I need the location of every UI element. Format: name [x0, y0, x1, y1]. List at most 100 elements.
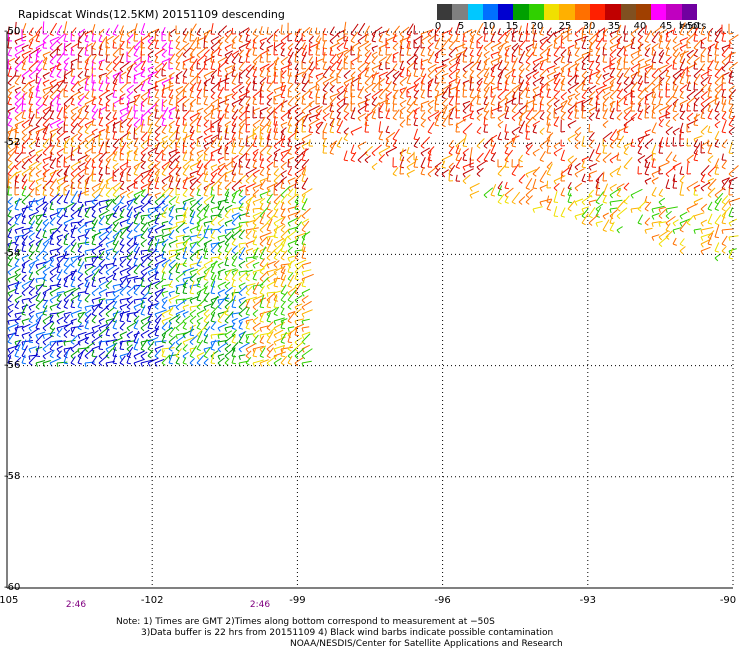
wind-barb-flag — [42, 82, 46, 87]
wind-barb — [49, 133, 53, 147]
wind-barb-flag — [707, 194, 712, 198]
wind-barb-flag — [511, 145, 517, 148]
wind-barb-flag — [595, 89, 599, 94]
wind-barb-flag — [14, 236, 17, 241]
wind-barb — [84, 75, 91, 84]
wind-barb — [329, 85, 335, 91]
wind-barb — [630, 27, 639, 35]
wind-barb — [126, 91, 134, 98]
wind-barb — [98, 159, 103, 168]
wind-barb-flag — [679, 144, 685, 147]
wind-barb — [315, 58, 324, 63]
wind-barb — [231, 98, 243, 105]
wind-barb-flag — [413, 75, 419, 78]
wind-barb — [280, 193, 288, 203]
wind-barb — [700, 96, 712, 105]
wind-barb — [196, 138, 199, 147]
wind-barb-flag — [84, 40, 89, 43]
wind-barb-flag — [357, 145, 361, 150]
wind-barb — [595, 47, 601, 56]
wind-barb-flag — [427, 61, 432, 64]
wind-barb — [224, 219, 233, 224]
wind-barb-flag — [630, 47, 636, 50]
wind-barb — [385, 131, 396, 140]
wind-barb-flag — [406, 82, 412, 85]
wind-barb — [455, 72, 458, 84]
wind-barb-flag — [490, 194, 496, 197]
wind-barb-flag — [574, 215, 578, 220]
wind-barb — [7, 204, 14, 210]
wind-barb-flag — [175, 145, 180, 148]
wind-barb — [420, 167, 425, 175]
wind-barb — [532, 166, 541, 175]
wind-barb-flag — [406, 152, 411, 155]
wind-barb — [56, 92, 61, 105]
wind-barb-flag — [56, 131, 61, 135]
wind-barb-flag — [644, 89, 649, 93]
wind-barb — [189, 28, 192, 42]
wind-barb-flag — [336, 131, 341, 134]
wind-barb-flag — [553, 201, 559, 203]
colorbar-swatch — [559, 4, 575, 20]
wind-barb-flag — [329, 96, 333, 101]
wind-barb-flag — [112, 159, 117, 162]
wind-barb-flag — [616, 47, 622, 50]
wind-barb — [280, 151, 289, 161]
wind-barb — [182, 61, 185, 70]
wind-barb — [21, 109, 25, 119]
wind-barb — [707, 201, 713, 210]
wind-barb — [112, 138, 120, 147]
wind-barb — [490, 51, 499, 56]
wind-barb-flag — [217, 33, 222, 37]
wind-barb — [168, 164, 179, 175]
wind-barb — [294, 92, 301, 98]
wind-barb-flag — [245, 33, 250, 37]
wind-barb-flag — [119, 166, 123, 171]
wind-barb — [560, 111, 567, 119]
wind-barb-flag — [714, 124, 719, 129]
wind-barb-flag — [553, 215, 559, 217]
wind-barb — [154, 194, 165, 203]
wind-barb-flag — [301, 187, 306, 190]
wind-barb-flag — [245, 236, 250, 240]
wind-barb — [168, 205, 175, 217]
wind-barb-flag — [329, 152, 334, 155]
wind-barb-flag — [329, 33, 334, 36]
wind-barb-flag — [49, 96, 54, 100]
wind-barb-flag — [77, 96, 81, 101]
wind-barb — [119, 132, 129, 140]
wind-barb — [532, 103, 535, 112]
wind-barb — [455, 118, 467, 126]
wind-barb — [315, 56, 317, 70]
wind-barb — [245, 152, 248, 161]
wind-barb — [343, 112, 350, 119]
wind-barb — [7, 149, 16, 161]
wind-barb — [728, 61, 738, 70]
wind-barb — [189, 85, 195, 98]
wind-barb — [210, 196, 215, 203]
wind-barb-flag — [539, 145, 544, 150]
wind-barb — [161, 135, 169, 140]
wind-barb-flag — [448, 40, 453, 43]
wind-barb — [273, 225, 279, 238]
wind-barb — [294, 214, 302, 224]
wind-barb-flag — [336, 68, 341, 71]
wind-barb-flag — [630, 33, 635, 38]
wind-barb-flag — [581, 96, 586, 100]
wind-barb — [707, 104, 711, 112]
wind-barb — [616, 24, 622, 35]
wind-barb-flag — [714, 145, 719, 148]
wind-barb — [210, 107, 219, 112]
wind-barb — [567, 133, 576, 140]
wind-barb — [98, 80, 104, 91]
wind-barb — [238, 85, 245, 91]
wind-barb-flag — [266, 89, 271, 93]
wind-barb — [700, 91, 708, 98]
wind-barb-flag — [518, 40, 523, 43]
wind-barb — [273, 42, 276, 56]
wind-barb — [210, 36, 220, 42]
wind-barb-flag — [119, 68, 124, 73]
wind-barb — [308, 100, 315, 105]
wind-barb-flag — [161, 215, 166, 218]
wind-barb — [532, 62, 540, 70]
